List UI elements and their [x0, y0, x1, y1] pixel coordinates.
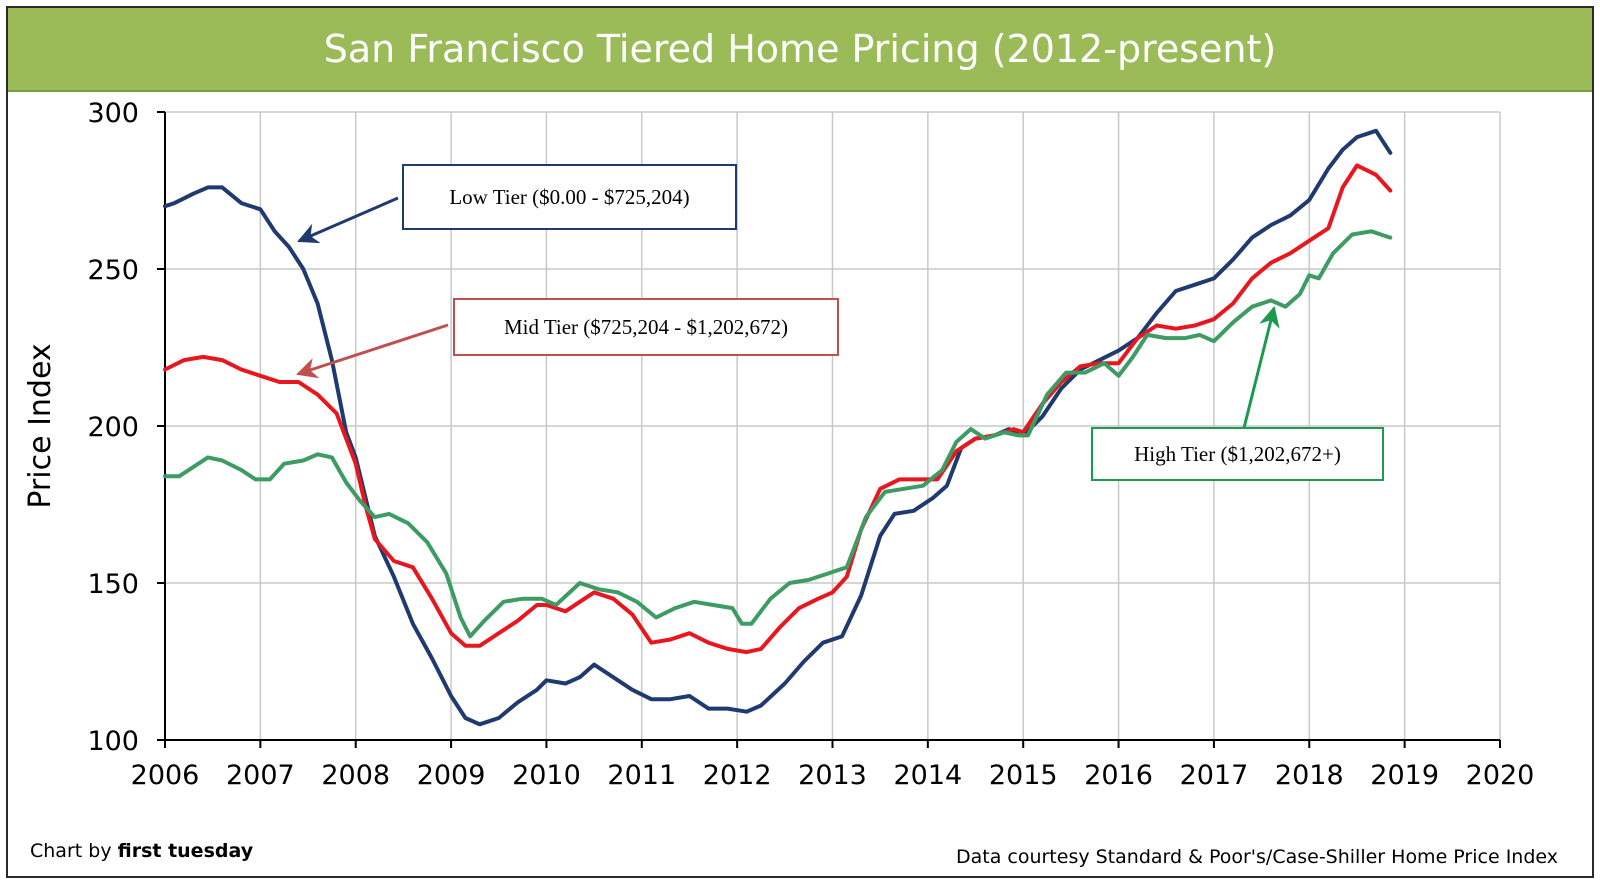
callout-high-tier: High Tier ($1,202,672+)	[1091, 305, 1384, 481]
callout-box	[402, 164, 737, 230]
y-tick-label: 200	[87, 412, 139, 443]
x-tick-label: 2017	[1180, 760, 1249, 791]
x-tick-label: 2012	[703, 760, 772, 791]
x-tick-label: 2011	[607, 760, 676, 791]
callout-label: Low Tier ($0.00 - $725,204)	[449, 185, 689, 209]
x-tick-label: 2009	[417, 760, 486, 791]
x-tick-label: 2008	[321, 760, 390, 791]
y-tick-label: 150	[87, 569, 139, 600]
x-tick-label: 2006	[131, 760, 200, 791]
title-bar: San Francisco Tiered Home Pricing (2012-…	[8, 8, 1592, 92]
callout-arrow	[1242, 305, 1280, 429]
x-tick-label: 2020	[1466, 760, 1535, 791]
y-tick-label: 100	[87, 726, 139, 757]
chart-plot: 2006 2007 2008 2009 2010 2011 2012 2013 2014 2015…	[23, 98, 1535, 791]
callout-arrow	[297, 196, 399, 244]
x-tick-label: 2016	[1084, 760, 1153, 791]
credit-prefix: Chart by	[30, 840, 118, 862]
series-line-low-tier	[163, 128, 1393, 727]
x-tick-label: 2015	[989, 760, 1058, 791]
chart-title: San Francisco Tiered Home Pricing (2012-…	[323, 27, 1277, 71]
x-tick-label: 2018	[1275, 760, 1344, 791]
chart-frame: San Francisco Tiered Home Pricing (2012-…	[6, 6, 1594, 878]
x-tick-label: 2010	[512, 760, 581, 791]
series-line-mid-tier	[163, 163, 1393, 655]
callout-box	[453, 298, 839, 356]
series-line-high-tier	[163, 229, 1393, 639]
x-tick-label: 2007	[226, 760, 295, 791]
x-tick-label: 2013	[798, 760, 867, 791]
callout-arrow	[296, 323, 449, 379]
y-tick-label: 250	[87, 255, 139, 286]
x-tick-label: 2014	[893, 760, 962, 791]
callout-mid-tier: Mid Tier ($725,204 - $1,202,672)	[296, 298, 839, 379]
y-axis-title: Price Index	[23, 343, 58, 508]
credit-brand: first tuesday	[117, 840, 254, 862]
data-source-note: Data courtesy Standard & Poor's/Case-Shi…	[955, 846, 1558, 868]
y-tick-label: 300	[87, 98, 139, 129]
callout-label: High Tier ($1,202,672+)	[1134, 442, 1341, 466]
x-tick-label: 2019	[1370, 760, 1439, 791]
chart-credit: Chart by first tuesday	[30, 840, 253, 862]
callout-box	[1091, 427, 1384, 481]
callout-low-tier: Low Tier ($0.00 - $725,204)	[297, 164, 737, 244]
callout-label: Mid Tier ($725,204 - $1,202,672)	[504, 315, 788, 339]
